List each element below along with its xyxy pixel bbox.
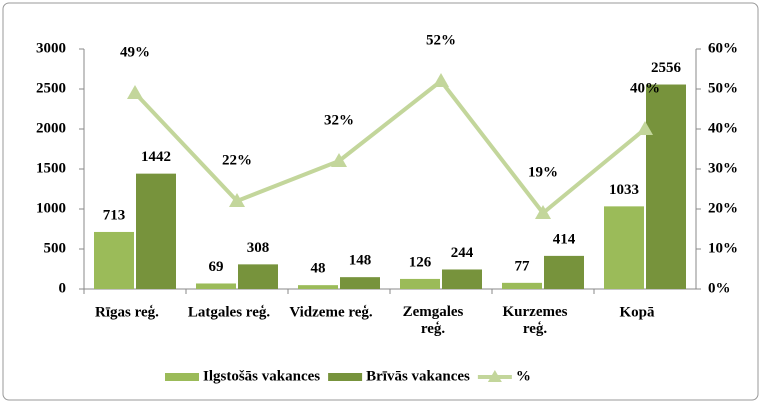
bar: [196, 283, 236, 289]
line-value-label: 22%: [222, 152, 252, 168]
y-tick-label: 1000: [36, 200, 66, 216]
bar: [502, 282, 542, 289]
bar-value-label: 77: [515, 258, 531, 274]
bar: [238, 264, 278, 289]
x-tick-label: Vidzeme reģ.: [289, 304, 373, 320]
y2-tick-label: 30%: [708, 160, 738, 176]
legend-swatch: [165, 373, 199, 381]
y-tick-label: 0: [59, 280, 67, 296]
legend-swatch: [328, 373, 363, 381]
bar: [136, 173, 176, 289]
line-value-label: 32%: [324, 112, 354, 128]
bar: [604, 206, 644, 289]
y-tick-label: 3000: [36, 40, 66, 56]
x-tick-label: Zemgales reģ.: [403, 304, 464, 337]
bar: [544, 255, 584, 289]
bar-value-label: 308: [247, 240, 270, 256]
line: [133, 78, 647, 216]
legend-label: %: [516, 368, 531, 384]
line-value-label: 40%: [630, 80, 660, 96]
y2-tick-label: 20%: [708, 200, 738, 216]
y-tick-label: 1500: [36, 160, 66, 176]
x-tick-label: Kurzemes reģ.: [503, 304, 568, 337]
marker: [535, 205, 551, 219]
bar-value-label: 1033: [609, 182, 639, 198]
y2-tick-label: 0%: [708, 280, 731, 296]
y2-tick-label: 10%: [708, 240, 738, 256]
bar: [646, 84, 686, 290]
bar-value-label: 48: [311, 261, 326, 277]
y2-tick-label: 40%: [708, 120, 738, 136]
bar-value-label: 2556: [651, 60, 682, 76]
bar-value-label: 1442: [141, 149, 171, 165]
y2-tick-label: 60%: [708, 40, 738, 56]
legend-swatch: [487, 370, 502, 382]
y-tick-label: 500: [44, 240, 67, 256]
marker: [127, 85, 143, 99]
line-value-label: 52%: [426, 32, 456, 48]
marker: [433, 73, 449, 87]
bar-value-label: 126: [409, 254, 432, 270]
y-tick-label: 2000: [36, 120, 66, 136]
bar-value-label: 148: [349, 253, 372, 269]
bar: [442, 269, 482, 289]
bar-value-label: 414: [553, 231, 576, 247]
y2-tick-label: 50%: [708, 80, 738, 96]
chart-frame: [2, 2, 759, 401]
bar: [340, 277, 380, 289]
line-value-label: 49%: [120, 44, 150, 60]
marker: [229, 193, 245, 207]
x-tick-label: Latgales reģ.: [188, 304, 270, 320]
bar: [400, 278, 440, 289]
legend-label: Brīvās vakances: [366, 368, 470, 384]
y-tick-label: 2500: [36, 80, 66, 96]
bar-value-label: 69: [209, 259, 224, 275]
line-value-label: 19%: [528, 164, 558, 180]
marker: [637, 121, 653, 135]
bar: [94, 231, 134, 289]
x-tick-label: Rīgas reģ.: [95, 304, 159, 320]
marker: [331, 153, 347, 167]
legend-label: Ilgstošās vakances: [203, 368, 320, 384]
bar-value-label: 244: [451, 245, 474, 261]
bar: [298, 285, 338, 289]
bar-value-label: 713: [103, 207, 126, 223]
x-tick-label: Kopā: [619, 304, 655, 320]
